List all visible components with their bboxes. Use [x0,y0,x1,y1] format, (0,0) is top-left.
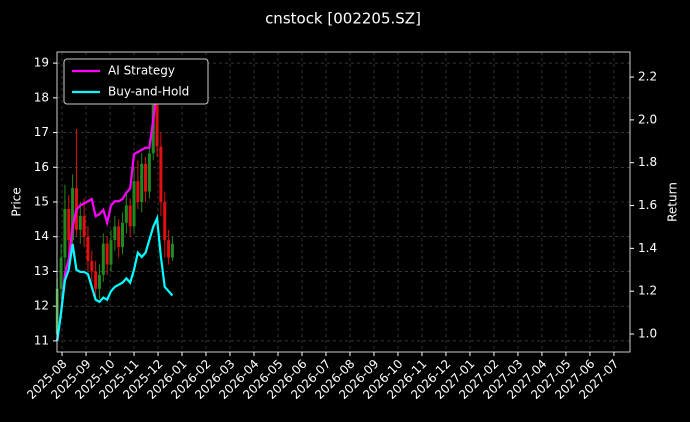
y-tick-label: 13 [34,264,49,278]
candle-body [105,243,109,265]
candle-body [121,222,125,248]
y2-tick-label: 2.0 [638,112,657,126]
y-tick-label: 11 [34,333,49,347]
candle-body [155,104,159,147]
y2-axis-label: Return [666,182,680,222]
y-tick-label: 16 [34,160,49,174]
y-tick-label: 15 [34,195,49,209]
candle-body [124,205,128,223]
candle-body [117,226,121,248]
y-tick-label: 12 [34,299,49,313]
candle-body [71,188,75,241]
candle-body [140,163,144,202]
y-axis-label: Price [10,187,24,216]
candle-body [136,181,140,202]
line-series [56,75,173,341]
candle-body [90,261,94,272]
chart-title: cnstock [002205.SZ] [265,10,421,28]
legend-label: Buy-and-Hold [108,85,189,99]
candle-body [101,243,105,275]
y-tick-label: 14 [34,229,49,243]
candle-body [113,226,117,241]
candle-body [63,208,67,258]
candle-body [167,240,171,258]
candle-body [128,205,132,227]
candle-body [159,146,163,202]
candle-body [67,208,71,241]
candle-body [151,104,155,154]
y-tick-label: 19 [34,56,49,70]
y2-tick-label: 1.4 [638,241,657,255]
y2-tick-label: 1.8 [638,155,657,169]
candle-body [59,257,63,289]
y2-tick-label: 1.6 [638,198,657,212]
y2-tick-label: 1.2 [638,284,657,298]
y2-tick-label: 1.0 [638,327,657,341]
y-tick-label: 18 [34,90,49,104]
candle-body [86,236,90,262]
legend-label: AI Strategy [108,64,175,78]
y-tick-label: 17 [34,125,49,139]
candle-body [132,181,136,227]
candle-body [144,163,148,192]
candle-body [170,243,174,258]
candle-body [78,215,82,230]
candle-body [109,240,113,265]
candle-body [147,153,151,192]
candle-body [97,274,101,289]
line-series [56,214,174,341]
y2-tick-label: 2.2 [638,70,657,84]
plot-frame [56,51,631,353]
candle-body [163,202,167,241]
candle-body [82,215,86,237]
candle-body [94,271,98,289]
